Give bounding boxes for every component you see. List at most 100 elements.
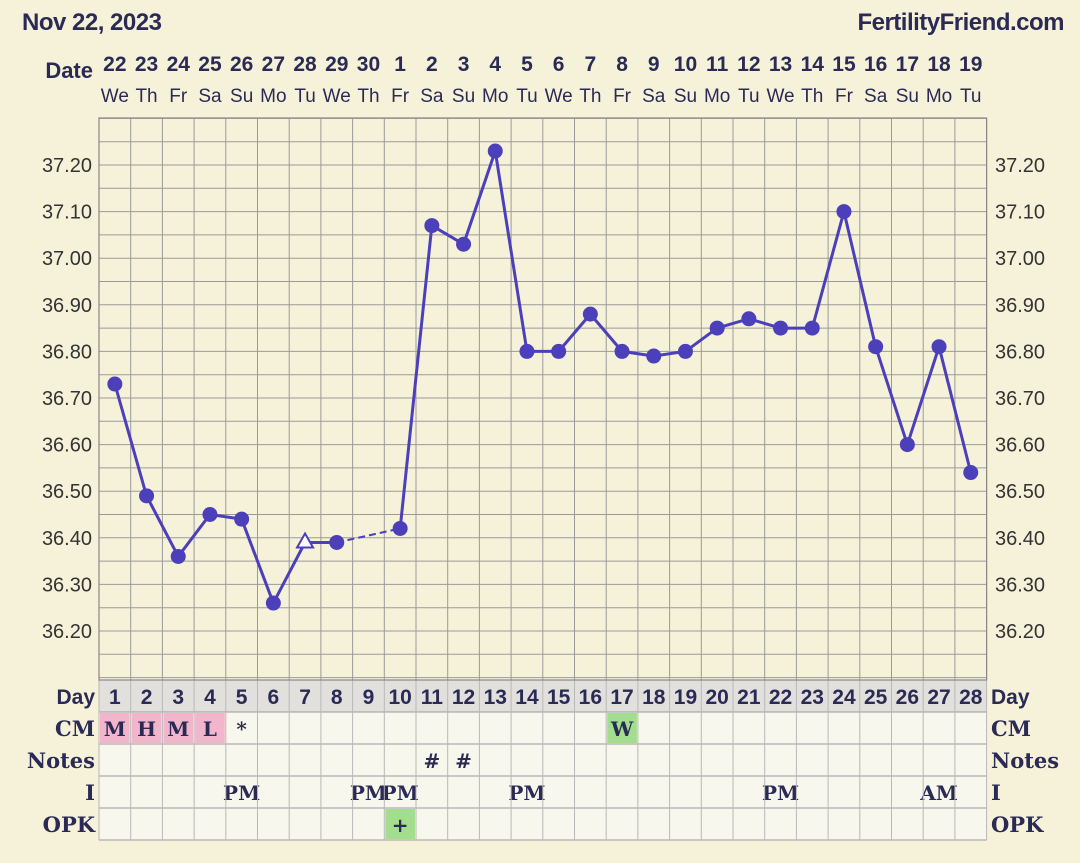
temp-point (139, 488, 155, 504)
temp-point (963, 465, 979, 481)
weekday-label: Fr (835, 86, 854, 107)
weekday-label: Th (135, 86, 157, 107)
temp-line-segment (145, 495, 180, 558)
weekday-label: Sa (642, 86, 666, 107)
date-label: 19 (959, 53, 982, 76)
date-label: 1 (394, 53, 406, 76)
temp-point (709, 320, 725, 336)
date-label: 27 (262, 53, 285, 76)
temp-point (741, 311, 757, 327)
date-label: 11 (706, 53, 729, 76)
temp-line-segment (937, 346, 973, 473)
temp-point (868, 339, 884, 355)
date-label: 13 (769, 53, 792, 76)
y-tick-label-right: 36.70 (995, 388, 1045, 410)
opk-cell: + (392, 813, 409, 837)
day-cell: 22 (769, 686, 792, 709)
date-label: 18 (927, 53, 951, 76)
y-tick-label-left: 36.50 (42, 481, 92, 503)
date-label: 4 (489, 53, 501, 76)
chart-header: Nov 22, 2023 FertilityFriend.com (0, 0, 1080, 48)
y-tick-label-left: 36.90 (42, 295, 92, 317)
cm-cell: L (203, 717, 217, 741)
intercourse-cell: PM (508, 781, 545, 805)
temp-line-segment (462, 150, 497, 245)
temp-point (487, 143, 503, 159)
y-tick-label-right: 36.60 (995, 435, 1045, 457)
date-label: 10 (674, 53, 697, 76)
y-tick-label-left: 36.60 (42, 435, 92, 457)
day-cell: 20 (705, 686, 728, 709)
date-label: 9 (648, 53, 660, 76)
y-tick-label-right: 37.20 (995, 155, 1045, 177)
temp-point (551, 343, 567, 359)
intercourse-row-label-right: I (991, 780, 1001, 805)
weekday-label: Th (801, 86, 823, 107)
temp-line-segment (842, 211, 878, 348)
weekday-label: Fr (169, 86, 188, 107)
weekday-label: Su (452, 86, 475, 107)
day-cell: 11 (421, 686, 444, 709)
cm-cell-highlight (100, 713, 130, 743)
temp-point (804, 320, 820, 336)
cm-cell: W (610, 717, 634, 741)
weekday-label: Th (357, 86, 379, 107)
weekday-label: Sa (420, 86, 444, 107)
date-label: 24 (167, 53, 191, 76)
day-cell: 6 (268, 686, 280, 709)
cm-row-label-left: CM (55, 716, 95, 741)
y-tick-label-right: 36.90 (995, 295, 1045, 317)
temp-point (582, 306, 598, 322)
weekday-label: Fr (391, 86, 410, 107)
day-cell: 10 (388, 686, 411, 709)
intercourse-cell: PM (382, 781, 419, 805)
temp-line-segment (398, 225, 434, 529)
temp-line-segment (177, 513, 212, 558)
date-label: 5 (521, 53, 533, 76)
notes-row-label-left: Notes (27, 748, 95, 773)
day-row-label-left: Day (56, 686, 95, 709)
day-cell: 9 (363, 686, 375, 709)
weekday-label: Mo (704, 86, 730, 107)
weekday-label: Su (896, 86, 919, 107)
weekday-label: Th (579, 86, 601, 107)
temp-line-segment (557, 313, 592, 353)
weekday-label: Sa (864, 86, 888, 107)
day-cell: 15 (547, 686, 571, 709)
weekday-label: Su (674, 86, 697, 107)
day-cell: 7 (299, 686, 311, 709)
y-tick-label-right: 36.50 (995, 481, 1045, 503)
opk-row-label-right: OPK (991, 812, 1044, 837)
y-tick-label-right: 36.40 (995, 528, 1045, 550)
site-name[interactable]: FertilityFriend.com (857, 9, 1064, 36)
notes-cell: # (455, 749, 472, 773)
temp-point (329, 534, 345, 550)
temp-point (677, 343, 693, 359)
intercourse-cell: PM (223, 781, 260, 805)
weekday-label: We (545, 86, 573, 107)
chart-date: Nov 22, 2023 (22, 9, 162, 36)
cm-cell: M (104, 717, 126, 741)
temp-line-segment (874, 346, 909, 446)
y-tick-label-left: 37.20 (42, 155, 92, 177)
temp-point (931, 339, 947, 355)
date-label: 23 (135, 53, 158, 76)
day-cell: 24 (832, 686, 856, 709)
date-label: 6 (553, 53, 565, 76)
date-label: 7 (585, 53, 597, 76)
day-cell: 14 (515, 686, 539, 709)
temp-line-segment (905, 346, 941, 446)
temp-point (836, 204, 852, 220)
cm-cell-highlight (607, 713, 637, 743)
weekday-label: We (101, 86, 129, 107)
notes-row-label-right: Notes (991, 748, 1059, 773)
intercourse-cell: PM (762, 781, 799, 805)
temp-line-segment (810, 211, 846, 329)
temp-point (265, 595, 281, 611)
date-label: 29 (325, 53, 348, 76)
cm-cell-highlight (195, 713, 225, 743)
day-cell: 3 (172, 686, 184, 709)
temp-point (456, 236, 472, 252)
day-cell: 21 (737, 686, 761, 709)
temp-line-segment (240, 518, 275, 604)
